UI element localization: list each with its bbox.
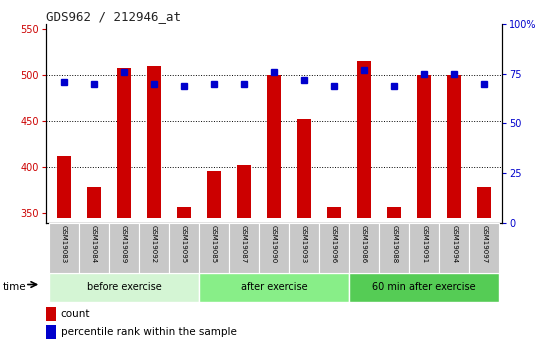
Text: GSM19096: GSM19096 bbox=[331, 225, 337, 263]
Bar bbox=[177, 207, 191, 218]
Bar bbox=[139, 223, 168, 273]
Text: GSM19085: GSM19085 bbox=[211, 225, 217, 263]
Bar bbox=[448, 75, 461, 218]
Text: GSM19089: GSM19089 bbox=[121, 225, 127, 263]
Bar bbox=[230, 223, 259, 273]
Text: GSM19088: GSM19088 bbox=[391, 225, 397, 263]
Bar bbox=[409, 223, 439, 273]
Bar bbox=[289, 223, 319, 273]
Text: after exercise: after exercise bbox=[241, 282, 307, 292]
Bar bbox=[417, 75, 431, 218]
Text: 60 min after exercise: 60 min after exercise bbox=[373, 282, 476, 292]
Text: GSM19087: GSM19087 bbox=[241, 225, 247, 263]
Bar bbox=[46, 307, 56, 321]
Bar bbox=[49, 273, 199, 302]
Bar bbox=[357, 61, 371, 218]
Bar bbox=[79, 223, 109, 273]
Bar bbox=[477, 187, 491, 218]
Bar bbox=[349, 273, 499, 302]
Text: GDS962 / 212946_at: GDS962 / 212946_at bbox=[46, 10, 181, 23]
Bar bbox=[380, 223, 409, 273]
Bar bbox=[57, 156, 71, 218]
Text: GSM19093: GSM19093 bbox=[301, 225, 307, 263]
Bar bbox=[267, 75, 281, 218]
Bar bbox=[298, 119, 311, 218]
Text: GSM19090: GSM19090 bbox=[271, 225, 277, 263]
Bar bbox=[349, 223, 379, 273]
Text: GSM19094: GSM19094 bbox=[451, 225, 457, 263]
Bar bbox=[87, 187, 100, 218]
Text: GSM19092: GSM19092 bbox=[151, 225, 157, 263]
Bar bbox=[199, 223, 229, 273]
Text: GSM19097: GSM19097 bbox=[481, 225, 487, 263]
Text: GSM19084: GSM19084 bbox=[91, 225, 97, 263]
Bar bbox=[49, 223, 79, 273]
Bar bbox=[117, 68, 131, 218]
Text: GSM19086: GSM19086 bbox=[361, 225, 367, 263]
Bar bbox=[46, 325, 56, 338]
Bar bbox=[109, 223, 139, 273]
Bar bbox=[259, 223, 289, 273]
Bar bbox=[469, 223, 499, 273]
Text: before exercise: before exercise bbox=[86, 282, 161, 292]
Bar bbox=[387, 207, 401, 218]
Bar bbox=[237, 165, 251, 218]
Bar bbox=[319, 223, 349, 273]
Bar bbox=[327, 207, 341, 218]
Text: GSM19091: GSM19091 bbox=[421, 225, 427, 263]
Text: GSM19083: GSM19083 bbox=[61, 225, 67, 263]
Text: percentile rank within the sample: percentile rank within the sample bbox=[60, 327, 237, 337]
Bar bbox=[169, 223, 199, 273]
Bar bbox=[207, 171, 221, 218]
Bar bbox=[147, 66, 161, 218]
Text: GSM19095: GSM19095 bbox=[181, 225, 187, 263]
Text: time: time bbox=[3, 283, 26, 292]
Text: count: count bbox=[60, 309, 90, 319]
Bar bbox=[440, 223, 469, 273]
Bar bbox=[199, 273, 349, 302]
